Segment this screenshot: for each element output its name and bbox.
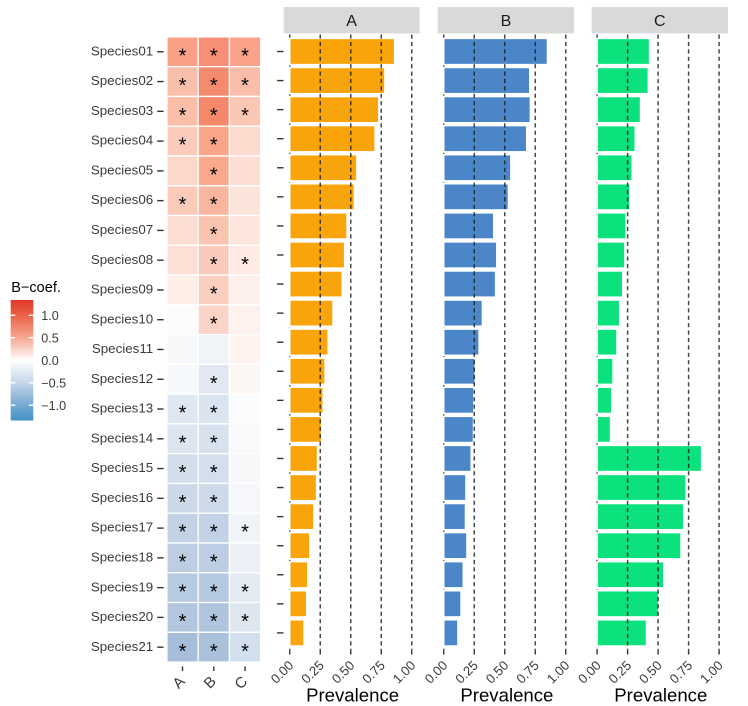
svg-text:*: * <box>179 522 187 544</box>
svg-text:Species05: Species05 <box>91 162 153 177</box>
svg-text:Species12: Species12 <box>91 371 153 386</box>
svg-text:*: * <box>210 492 218 514</box>
svg-text:*: * <box>210 551 218 573</box>
svg-text:Species01: Species01 <box>91 43 153 58</box>
svg-text:Species14: Species14 <box>91 430 154 445</box>
svg-text:*: * <box>241 581 249 603</box>
svg-text:*: * <box>241 522 249 544</box>
svg-text:Species17: Species17 <box>91 520 153 535</box>
svg-text:*: * <box>179 45 187 67</box>
svg-text:Species03: Species03 <box>91 103 153 118</box>
svg-text:−1.0: −1.0 <box>41 399 66 413</box>
svg-text:*: * <box>241 105 249 127</box>
svg-text:Species10: Species10 <box>91 311 153 326</box>
svg-text:*: * <box>210 164 218 186</box>
svg-text:Species04: Species04 <box>91 133 154 148</box>
svg-text:*: * <box>179 432 187 454</box>
svg-text:Species16: Species16 <box>91 490 153 505</box>
svg-text:Species20: Species20 <box>91 609 153 624</box>
svg-text:*: * <box>210 194 218 216</box>
svg-text:*: * <box>210 224 218 246</box>
svg-text:−0.5: −0.5 <box>41 377 66 391</box>
svg-text:0.0: 0.0 <box>41 354 59 368</box>
svg-text:*: * <box>210 313 218 335</box>
svg-text:*: * <box>241 611 249 633</box>
svg-text:Species06: Species06 <box>91 192 153 207</box>
svg-text:*: * <box>210 403 218 425</box>
svg-text:*: * <box>179 611 187 633</box>
svg-text:C: C <box>654 13 666 30</box>
svg-text:Prevalence: Prevalence <box>306 685 399 706</box>
svg-text:*: * <box>210 284 218 306</box>
svg-text:Prevalence: Prevalence <box>614 685 707 706</box>
svg-text:*: * <box>241 75 249 97</box>
svg-text:*: * <box>210 641 218 663</box>
svg-text:Species21: Species21 <box>91 639 153 654</box>
svg-text:Species18: Species18 <box>91 549 153 564</box>
svg-text:Species19: Species19 <box>91 579 153 594</box>
svg-text:*: * <box>179 105 187 127</box>
svg-text:A: A <box>346 13 357 30</box>
svg-text:0.5: 0.5 <box>41 331 59 345</box>
svg-text:*: * <box>210 45 218 67</box>
svg-text:*: * <box>179 75 187 97</box>
svg-text:*: * <box>179 641 187 663</box>
svg-text:Species09: Species09 <box>91 282 153 297</box>
svg-text:*: * <box>210 581 218 603</box>
svg-text:*: * <box>179 194 187 216</box>
svg-text:*: * <box>241 641 249 663</box>
svg-text:Species13: Species13 <box>91 401 153 416</box>
svg-text:*: * <box>210 373 218 395</box>
svg-text:Species07: Species07 <box>91 222 153 237</box>
svg-text:*: * <box>179 581 187 603</box>
svg-text:*: * <box>210 462 218 484</box>
svg-text:*: * <box>210 105 218 127</box>
svg-text:B−coef.: B−coef. <box>11 280 61 296</box>
svg-text:B: B <box>501 13 512 30</box>
svg-text:*: * <box>210 135 218 157</box>
svg-text:1.0: 1.0 <box>41 309 59 323</box>
svg-text:Species02: Species02 <box>91 73 153 88</box>
svg-text:*: * <box>241 254 249 276</box>
svg-text:Species11: Species11 <box>92 341 153 356</box>
svg-text:*: * <box>179 462 187 484</box>
svg-text:Species08: Species08 <box>91 252 153 267</box>
svg-text:*: * <box>179 135 187 157</box>
svg-text:*: * <box>179 403 187 425</box>
svg-text:*: * <box>179 492 187 514</box>
svg-text:*: * <box>179 551 187 573</box>
svg-text:Prevalence: Prevalence <box>460 685 553 706</box>
svg-text:Species15: Species15 <box>91 460 153 475</box>
svg-text:*: * <box>210 611 218 633</box>
svg-text:*: * <box>210 75 218 97</box>
svg-text:*: * <box>210 522 218 544</box>
svg-text:*: * <box>241 45 249 67</box>
svg-text:*: * <box>210 432 218 454</box>
svg-text:*: * <box>210 254 218 276</box>
